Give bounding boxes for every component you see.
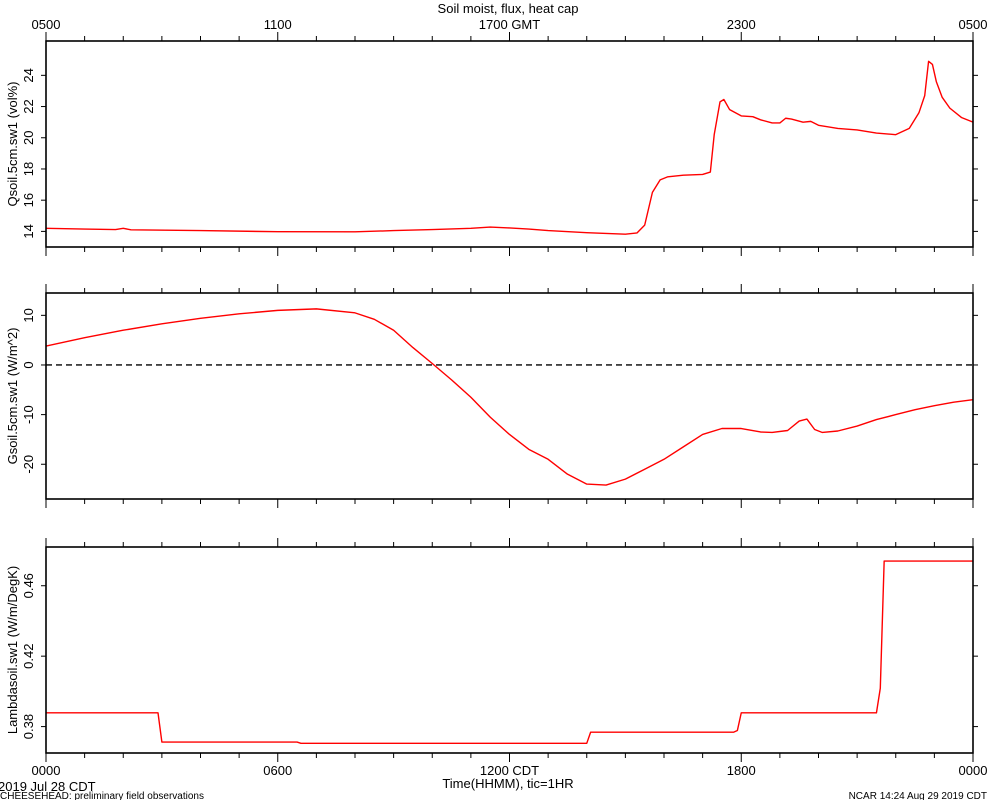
x-axis-label: Time(HHMM), tic=1HR xyxy=(442,776,573,791)
footer-date: 2019 Jul 28 CDT xyxy=(0,779,96,794)
series-line xyxy=(46,560,973,745)
y-axis-label: Qsoil.5cm.sw1 (vol%) xyxy=(5,82,20,207)
y-tick-label: -20 xyxy=(21,455,36,474)
y-tick-label: 10 xyxy=(21,308,36,322)
bottom-tick-label: 0000 xyxy=(959,763,988,778)
y-tick-label: 18 xyxy=(21,162,36,176)
y-axis-label: Lambdasoil.sw1 (W/m/DegK) xyxy=(5,566,20,734)
footer-credit: NCAR 14:24 Aug 29 2019 CDT xyxy=(849,791,987,800)
top-tick-label: 2300 xyxy=(727,17,756,32)
series-line xyxy=(46,60,973,235)
top-tick-label: 0500 xyxy=(32,17,61,32)
y-axis-label: Gsoil.5cm.sw1 (W/m^2) xyxy=(5,328,20,465)
bottom-tick-label: 1800 xyxy=(727,763,756,778)
panel-frame xyxy=(45,546,974,754)
y-tick-label: 16 xyxy=(21,193,36,207)
top-tick-label: 0500 xyxy=(959,17,988,32)
y-tick-label: 0.42 xyxy=(21,644,36,669)
y-tick-label: 0.38 xyxy=(21,714,36,739)
y-tick-label: 0 xyxy=(21,361,36,368)
y-tick-label: 0.46 xyxy=(21,573,36,598)
y-tick-label: 22 xyxy=(21,99,36,113)
top-tick-label: 1100 xyxy=(264,17,292,32)
y-tick-label: 14 xyxy=(21,224,36,238)
bottom-tick-label: 1200 CDT xyxy=(480,763,539,778)
bottom-tick-label: 0000 xyxy=(32,763,61,778)
series-line xyxy=(46,308,973,486)
y-tick-label: -10 xyxy=(21,405,36,424)
footer-project: CHEESEHEAD: preliminary field observatio… xyxy=(0,791,204,800)
y-tick-label: 20 xyxy=(21,131,36,145)
top-tick-label: 1700 GMT xyxy=(479,17,540,32)
bottom-tick-label: 0600 xyxy=(263,763,292,778)
chart-title: Soil moist, flux, heat cap xyxy=(438,1,579,16)
top-axis-tick-labels: 0500 1100 1700 GMT 2300 0500 xyxy=(32,17,988,32)
panel-frame xyxy=(45,292,974,500)
panel-frame xyxy=(45,40,974,248)
bottom-axis-tick-labels: 0000 0600 1200 CDT 1800 0000 xyxy=(32,763,988,778)
y-tick-label: 24 xyxy=(21,68,36,82)
